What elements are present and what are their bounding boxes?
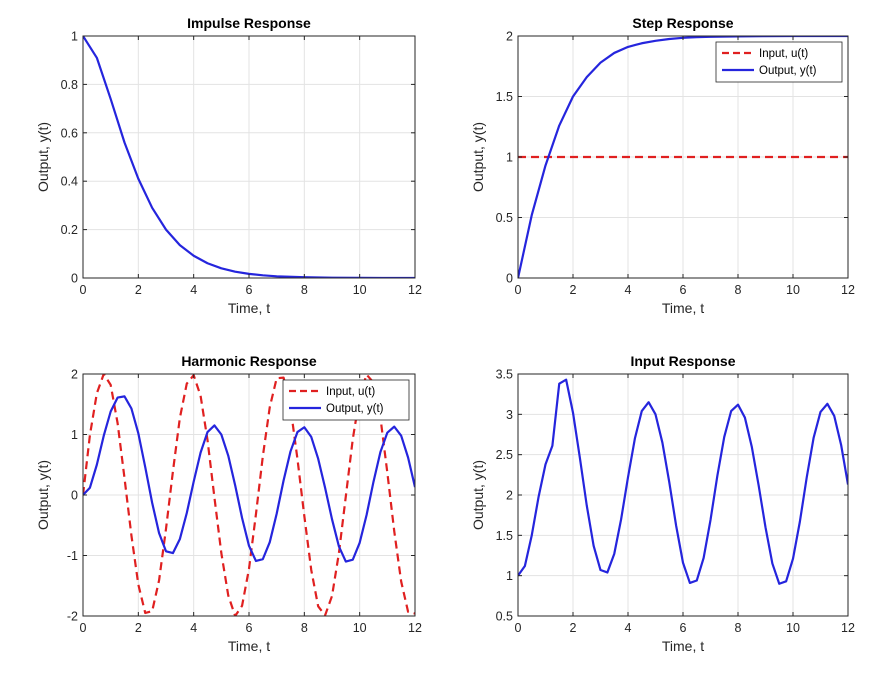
x-tick-label: 6 bbox=[680, 283, 687, 297]
y-tick-label: 3.5 bbox=[496, 368, 513, 382]
chart-title: Impulse Response bbox=[187, 15, 311, 31]
y-tick-label: 2 bbox=[506, 30, 513, 44]
y-tick-label: 0 bbox=[71, 272, 78, 286]
x-tick-label: 2 bbox=[570, 283, 577, 297]
series-line-2 bbox=[83, 395, 415, 563]
y-tick-label: 2 bbox=[506, 489, 513, 503]
y-tick-label: 0.2 bbox=[61, 223, 78, 237]
x-axis-label: Time, t bbox=[228, 638, 270, 654]
x-axis-label: Time, t bbox=[228, 300, 270, 316]
x-tick-label: 4 bbox=[625, 621, 632, 635]
y-tick-label: 0.5 bbox=[496, 211, 513, 225]
legend: Input, u(t) Output, y(t) bbox=[282, 379, 410, 421]
series-line-1 bbox=[518, 378, 848, 585]
legend: Input, u(t) Output, y(t) bbox=[715, 41, 843, 83]
x-axis-label: Time, t bbox=[662, 300, 704, 316]
y-axis-label: Output, y(t) bbox=[35, 122, 51, 192]
x-tick-label: 12 bbox=[841, 621, 855, 635]
y-tick-label: 1 bbox=[71, 428, 78, 442]
x-tick-label: 8 bbox=[735, 621, 742, 635]
x-tick-label: 2 bbox=[570, 621, 577, 635]
x-tick-label: 10 bbox=[786, 283, 800, 297]
y-tick-label: 1.5 bbox=[496, 529, 513, 543]
legend-label: Input, u(t) bbox=[326, 386, 375, 398]
x-tick-label: 0 bbox=[515, 621, 522, 635]
x-tick-label: 0 bbox=[515, 283, 522, 297]
subplot-4: 0 2 4 6 8 10 12 0.5 1 1.5 2 2.5 3 3.5 Input Response Ti… bbox=[470, 353, 855, 654]
y-tick-label: 0.5 bbox=[496, 610, 513, 624]
x-tick-label: 10 bbox=[353, 283, 367, 297]
y-tick-label: 2.5 bbox=[496, 448, 513, 462]
x-tick-label: 6 bbox=[246, 283, 253, 297]
y-tick-label: 2 bbox=[71, 368, 78, 382]
x-tick-label: 6 bbox=[680, 621, 687, 635]
y-tick-label: 0 bbox=[71, 489, 78, 503]
x-axis-label: Time, t bbox=[662, 638, 704, 654]
x-tick-label: 4 bbox=[625, 283, 632, 297]
y-tick-label: 0.8 bbox=[61, 78, 78, 92]
legend-box bbox=[715, 41, 843, 83]
x-tick-label: 10 bbox=[786, 621, 800, 635]
subplot-1: 0 2 4 6 8 10 12 0 0.2 0.4 0.6 0.8 1 Impulse Response T… bbox=[35, 15, 422, 316]
x-tick-label: 8 bbox=[301, 283, 308, 297]
x-tick-label: 2 bbox=[135, 621, 142, 635]
y-tick-label: 0.6 bbox=[61, 126, 78, 140]
y-tick-label: 3 bbox=[506, 408, 513, 422]
legend-box bbox=[282, 379, 410, 421]
x-tick-label: 8 bbox=[735, 283, 742, 297]
subplot-2: 0 2 4 6 8 10 12 0 0.5 1 1.5 2 Step Response Time, t Ou… bbox=[470, 15, 855, 316]
x-tick-label: 2 bbox=[135, 283, 142, 297]
y-tick-label: 1 bbox=[506, 569, 513, 583]
y-tick-label: -2 bbox=[67, 610, 78, 624]
x-tick-label: 12 bbox=[841, 283, 855, 297]
y-tick-label: 0.4 bbox=[61, 175, 78, 189]
x-tick-label: 0 bbox=[80, 283, 87, 297]
y-axis-label: Output, y(t) bbox=[470, 122, 486, 192]
x-tick-label: 12 bbox=[408, 621, 422, 635]
chart-title: Step Response bbox=[632, 15, 733, 31]
x-tick-label: 6 bbox=[246, 621, 253, 635]
x-tick-label: 4 bbox=[190, 621, 197, 635]
y-tick-label: 0 bbox=[506, 272, 513, 286]
y-tick-label: -1 bbox=[67, 549, 78, 563]
x-tick-label: 4 bbox=[190, 283, 197, 297]
x-tick-label: 8 bbox=[301, 621, 308, 635]
y-tick-label: 1.5 bbox=[496, 90, 513, 104]
x-tick-label: 0 bbox=[80, 621, 87, 635]
legend-label: Input, u(t) bbox=[759, 48, 808, 60]
chart-title: Harmonic Response bbox=[181, 353, 317, 369]
y-axis-label: Output, y(t) bbox=[470, 460, 486, 530]
y-axis-label: Output, y(t) bbox=[35, 460, 51, 530]
legend-label: Output, y(t) bbox=[326, 403, 384, 415]
legend-label: Output, y(t) bbox=[759, 65, 817, 77]
x-tick-label: 10 bbox=[353, 621, 367, 635]
chart-title: Input Response bbox=[630, 353, 735, 369]
x-tick-label: 12 bbox=[408, 283, 422, 297]
y-tick-label: 1 bbox=[71, 30, 78, 44]
y-tick-label: 1 bbox=[506, 151, 513, 165]
